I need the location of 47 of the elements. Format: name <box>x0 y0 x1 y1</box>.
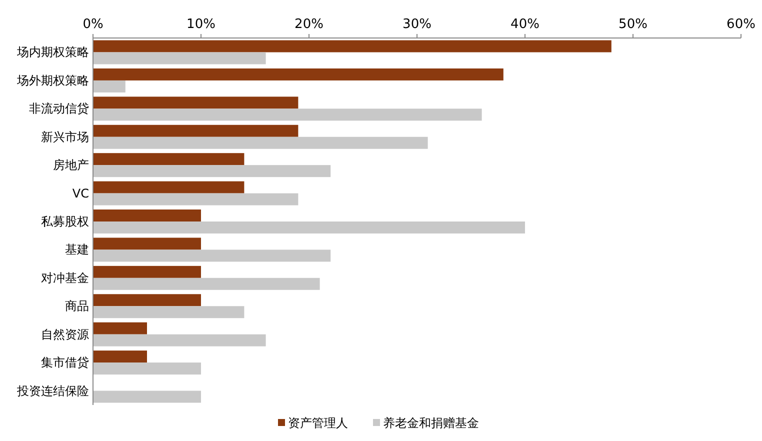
y-tick-label: 场内期权策略 <box>16 45 89 60</box>
x-tick-label: 10% <box>186 17 216 32</box>
bar <box>93 52 266 64</box>
bar <box>93 390 201 403</box>
y-tick-label: 新兴市场 <box>41 130 89 144</box>
bar <box>93 193 298 206</box>
x-tick-label: 60% <box>726 17 756 32</box>
bar <box>93 222 525 234</box>
y-tick-label: 商品 <box>65 299 89 314</box>
bar <box>93 334 266 346</box>
bar <box>93 153 244 166</box>
y-tick-label: 投资连结保险 <box>16 384 89 398</box>
x-tick-label: 0% <box>82 17 104 32</box>
bar <box>93 80 126 92</box>
x-tick-label: 40% <box>510 17 540 32</box>
y-tick-label: 私募股权 <box>41 214 89 228</box>
bar <box>93 294 201 306</box>
y-tick-label: 非流动信贷 <box>29 102 89 116</box>
bar <box>93 136 428 149</box>
bar <box>93 350 147 363</box>
y-tick-label: 对冲基金 <box>41 270 89 285</box>
x-tick-label: 50% <box>618 17 648 32</box>
bar <box>93 250 331 262</box>
bar <box>93 40 612 52</box>
x-tick-label: 30% <box>402 17 432 32</box>
x-tick-label: 20% <box>294 17 324 32</box>
bar <box>93 278 320 290</box>
bar <box>93 124 298 137</box>
bar <box>93 165 331 178</box>
bar <box>93 306 244 318</box>
bar <box>93 181 244 194</box>
y-tick-label: 集市借贷 <box>41 356 89 370</box>
bar <box>93 96 298 109</box>
y-tick-label: 场外期权策略 <box>16 73 89 88</box>
bar <box>93 210 201 222</box>
y-tick-label: 基建 <box>65 242 89 257</box>
bar <box>93 362 201 375</box>
legend-label: 养老金和捐赠基金 <box>383 416 479 430</box>
bar <box>93 266 201 278</box>
y-tick-label: VC <box>72 186 89 200</box>
y-tick-label: 房地产 <box>53 158 89 172</box>
y-tick-label: 自然资源 <box>41 327 89 342</box>
bar <box>93 68 504 80</box>
legend-label: 资产管理人 <box>288 416 348 430</box>
bar <box>93 322 147 334</box>
bar <box>93 108 482 121</box>
bar <box>93 238 201 250</box>
